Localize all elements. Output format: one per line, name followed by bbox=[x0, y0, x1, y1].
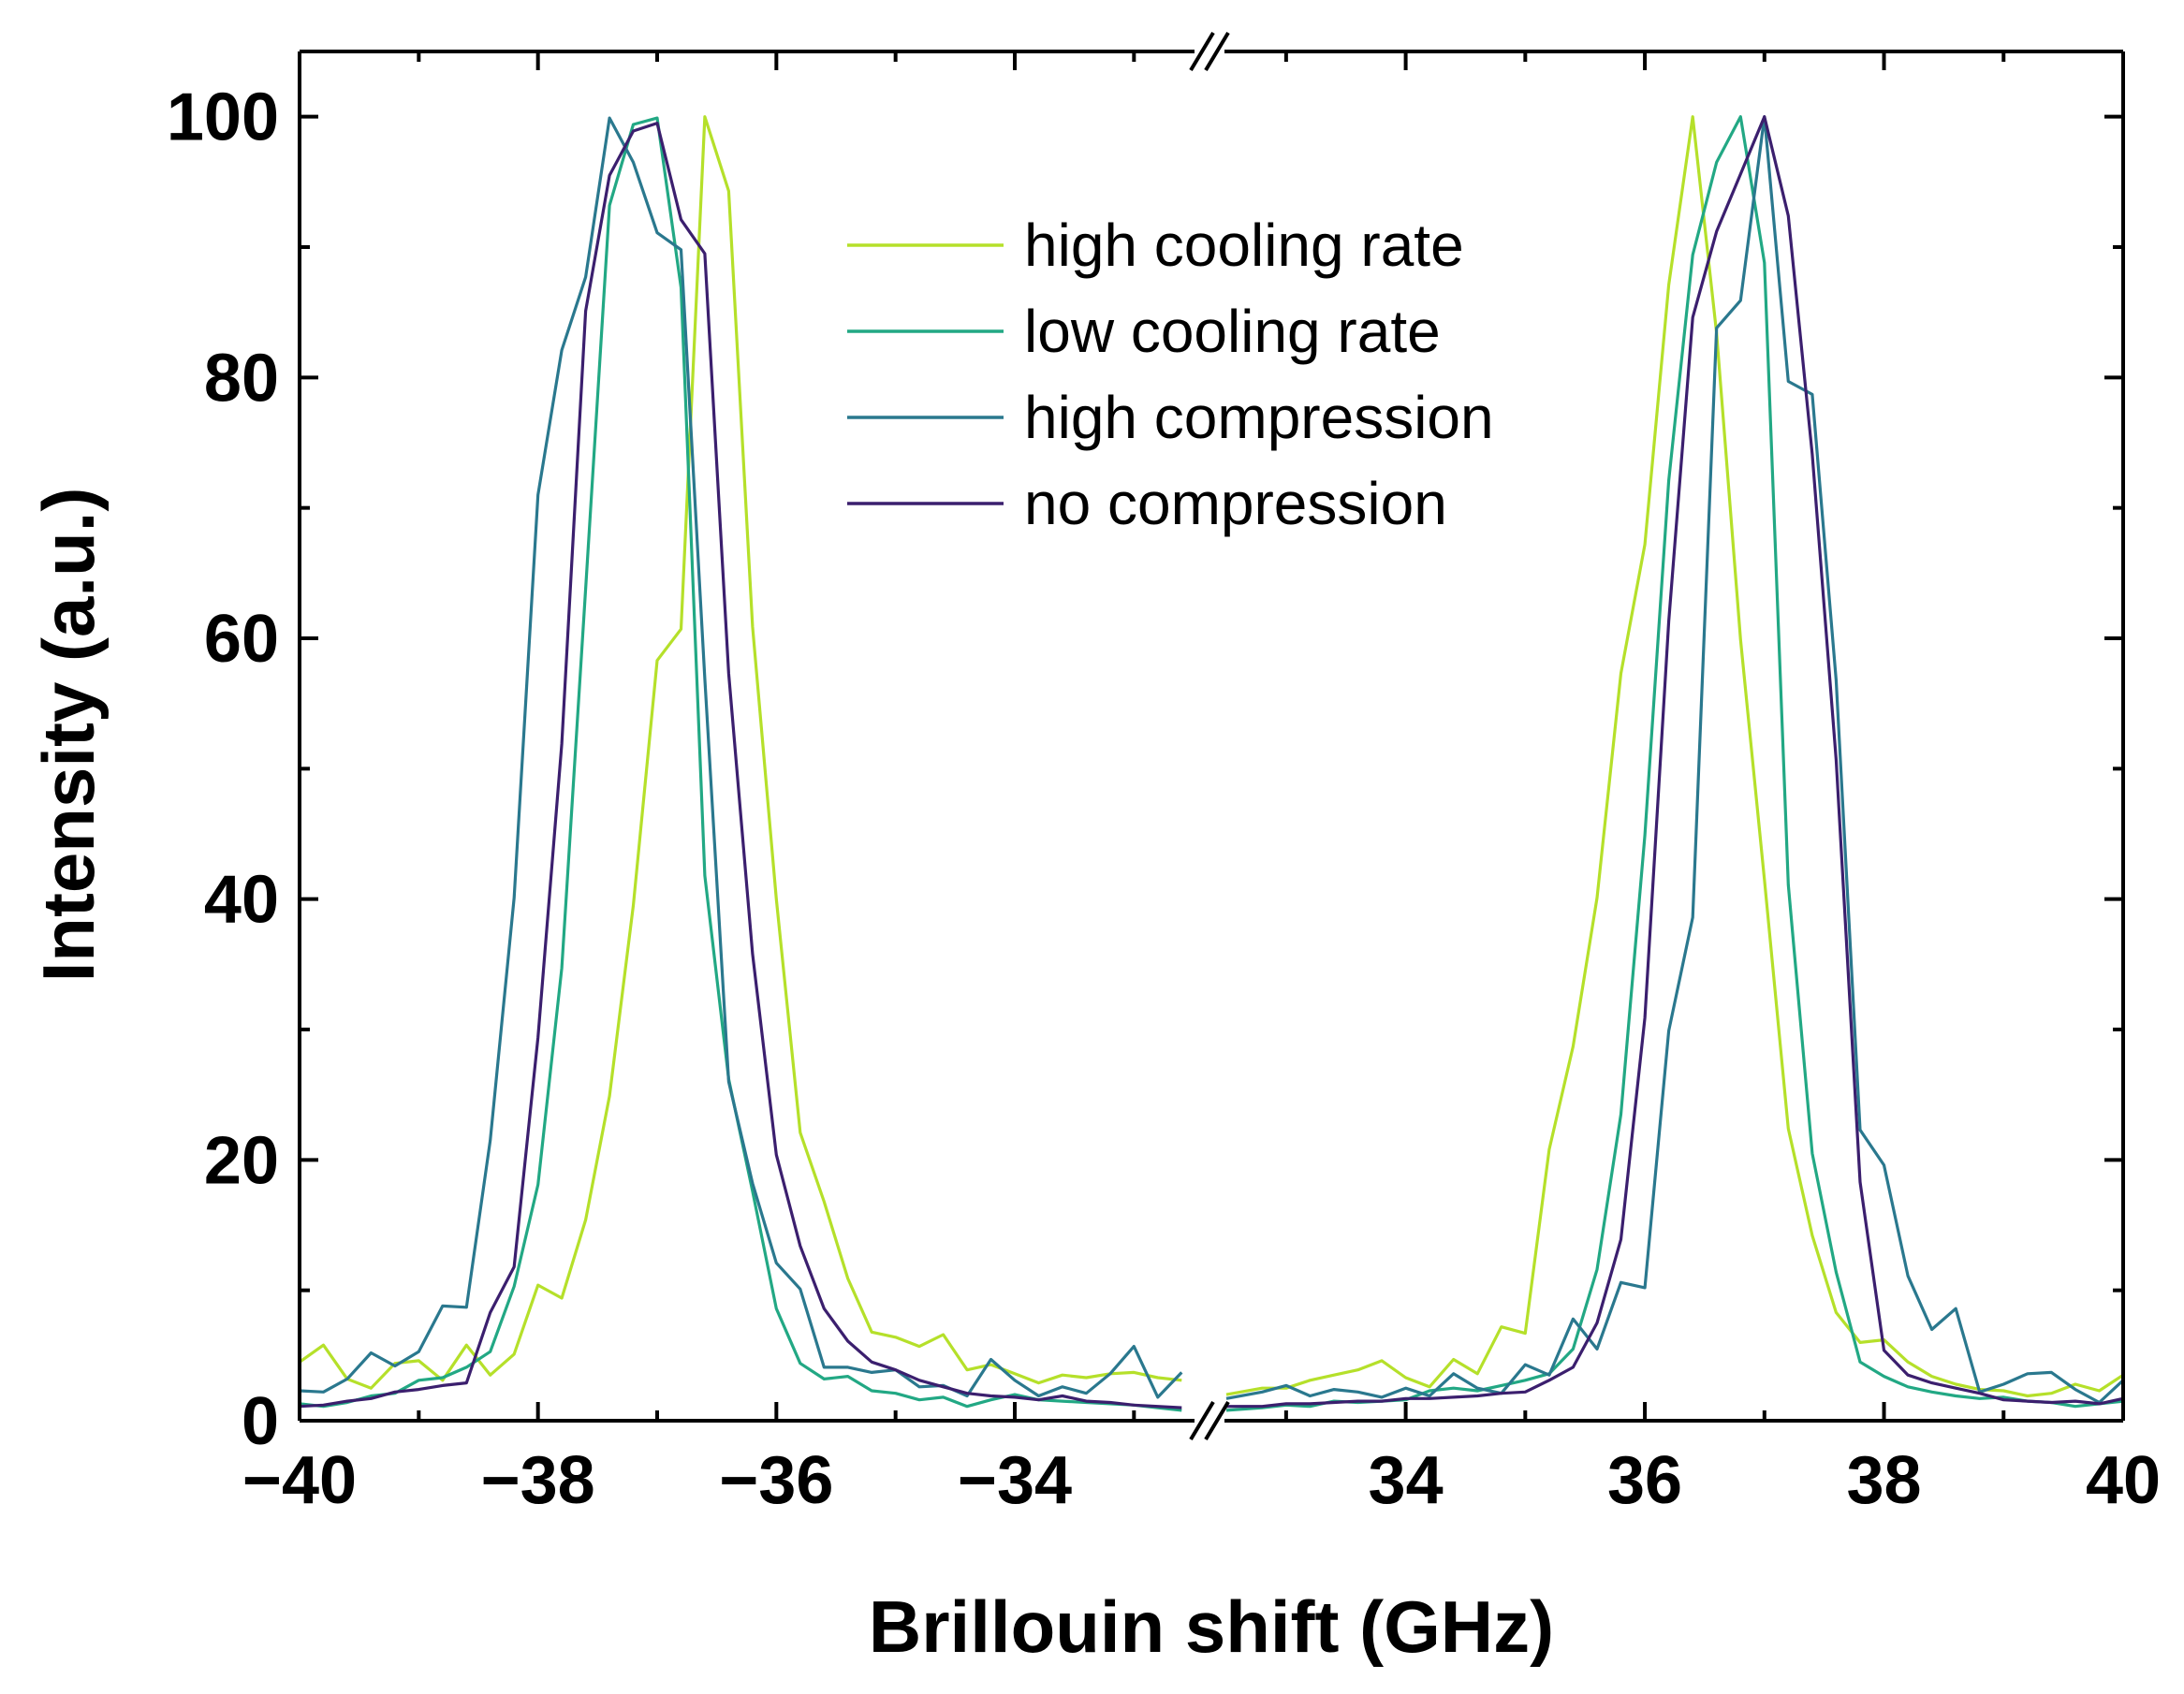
x-tick-label--38: −38 bbox=[481, 1443, 595, 1518]
axis-break-mark-top-0 bbox=[1189, 31, 1215, 72]
series-line-no-compression-positive bbox=[1226, 115, 2124, 1409]
series-layer bbox=[299, 115, 2125, 1412]
legend: high cooling rate low cooling rate high co… bbox=[847, 212, 1494, 537]
x-tick-label--40: −40 bbox=[242, 1443, 357, 1518]
x-tick-label-34: 34 bbox=[1369, 1443, 1444, 1518]
axis-break-marks bbox=[1189, 31, 1230, 1441]
y-axis-title: Intensity (a.u.) bbox=[27, 488, 110, 983]
x-tick-label--34: −34 bbox=[958, 1443, 1072, 1518]
legend-label-no-compression: no compression bbox=[1024, 470, 1447, 537]
axis-break-mark-top-1 bbox=[1204, 31, 1230, 72]
axis-break-mark-bottom-0 bbox=[1189, 1400, 1215, 1441]
y-tick-label-40: 40 bbox=[204, 863, 279, 938]
series-line-high-compression-positive bbox=[1225, 115, 2125, 1405]
series-line-high-cooling-rate-positive bbox=[1225, 115, 2124, 1398]
series-line-no-compression-negative bbox=[299, 122, 1182, 1409]
y-tick-label-80: 80 bbox=[204, 341, 279, 416]
y-tick-label-60: 60 bbox=[204, 602, 279, 677]
x-tick-label-40: 40 bbox=[2086, 1443, 2161, 1518]
ticks-layer: 0 20 40 60 80 100 −40 −38 −36 −34 34 36 38 40 bbox=[167, 51, 2161, 1518]
axis-break-mark-bottom-1 bbox=[1204, 1400, 1230, 1441]
legend-label-high-compression: high compression bbox=[1024, 384, 1494, 451]
y-tick-label-100: 100 bbox=[167, 80, 279, 155]
axes-layer bbox=[298, 50, 2125, 1423]
y-tick-label-0: 0 bbox=[242, 1384, 279, 1459]
series-line-high-compression-negative bbox=[299, 116, 1183, 1399]
legend-label-low-cooling-rate: low cooling rate bbox=[1024, 298, 1441, 365]
x-tick-label-38: 38 bbox=[1846, 1443, 1921, 1518]
x-axis-title: Brillouin shift (GHz) bbox=[869, 1585, 1554, 1668]
legend-label-high-cooling-rate: high cooling rate bbox=[1024, 212, 1464, 279]
x-tick-label--36: −36 bbox=[719, 1443, 833, 1518]
x-tick-label-36: 36 bbox=[1607, 1443, 1682, 1518]
y-tick-label-20: 20 bbox=[204, 1123, 279, 1198]
